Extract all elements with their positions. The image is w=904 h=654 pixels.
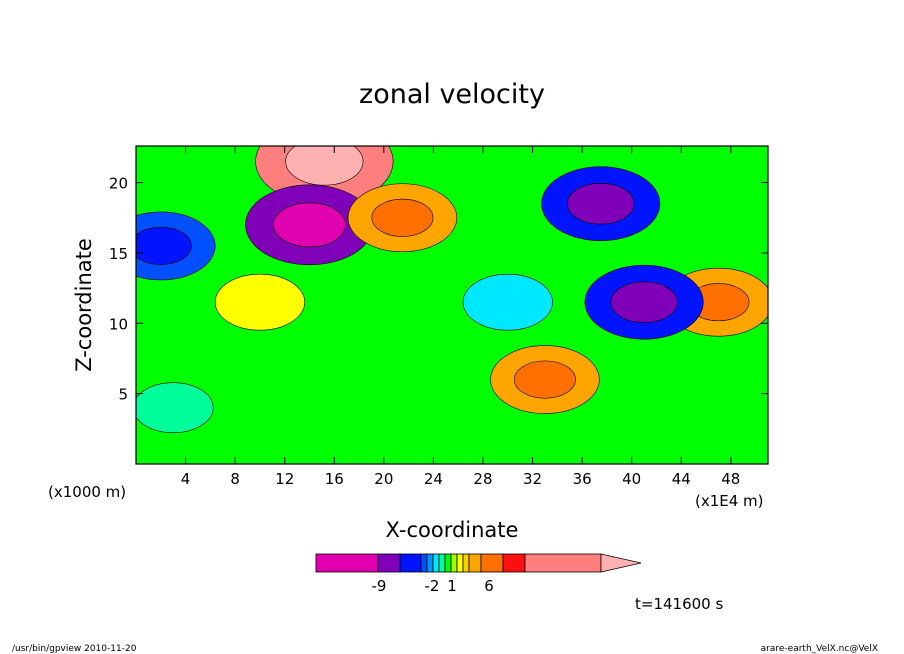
field-feature — [214, 273, 306, 331]
colorbar-label: -2 — [425, 577, 440, 595]
x-unit-label: (x1E4 m) — [695, 492, 764, 510]
x-axis-title: X-coordinate — [386, 518, 519, 542]
x-tick-label: 12 — [275, 470, 294, 488]
colorbar-swatch — [444, 553, 452, 573]
colorbar-swatch — [315, 553, 379, 573]
x-tick-label: 32 — [523, 470, 542, 488]
x-tick-label: 24 — [424, 470, 443, 488]
y-tick-label: 5 — [118, 386, 128, 404]
colorbar-swatch — [480, 553, 504, 573]
colorbar-swatch — [438, 553, 446, 573]
colorbar-label: 6 — [484, 577, 494, 595]
x-tick-label: 8 — [230, 470, 240, 488]
chart-title: zonal velocity — [359, 79, 545, 110]
colorbar-arrow — [600, 553, 642, 573]
time-label: t=141600 s — [635, 595, 723, 613]
field-core — [273, 202, 346, 248]
colorbar-swatch — [502, 553, 526, 573]
x-tick-label: 40 — [622, 470, 641, 488]
x-tick-label: 20 — [374, 470, 393, 488]
y-tick-label: 10 — [109, 315, 128, 333]
field-core — [514, 360, 576, 399]
colorbar-swatch — [468, 553, 482, 573]
y-axis: 5 10 15 20 — [109, 175, 768, 404]
field-core — [567, 183, 635, 225]
x-tick-label: 16 — [325, 470, 344, 488]
field-core — [285, 146, 364, 186]
colorbar-swatch — [377, 553, 401, 573]
field-core — [136, 226, 192, 265]
colorbar-swatch — [450, 553, 458, 573]
colorbar-swatch — [426, 553, 434, 573]
colorbar-label: -9 — [372, 577, 387, 595]
colorbar-swatch — [524, 553, 602, 573]
y-tick-label: 20 — [109, 175, 128, 193]
colorbar-swatch — [420, 553, 428, 573]
y-unit-label: (x1000 m) — [48, 483, 126, 501]
x-tick-label: 4 — [181, 470, 191, 488]
plot-frame — [135, 145, 769, 465]
colorbar-label: 1 — [447, 577, 457, 595]
field-core — [371, 198, 434, 237]
x-tick-label: 28 — [473, 470, 492, 488]
field-feature — [136, 382, 214, 434]
velocity-field — [136, 146, 768, 434]
x-tick-label: 48 — [721, 470, 740, 488]
x-tick-label: 44 — [672, 470, 691, 488]
plot-area — [135, 145, 769, 465]
x-axis: 4 8 12 16 20 24 28 32 36 40 44 48 — [181, 146, 740, 488]
x-tick-label: 36 — [573, 470, 592, 488]
y-axis-title: Z-coordinate — [72, 238, 96, 372]
colorbar-swatch — [432, 553, 440, 573]
colorbar-swatch — [399, 553, 422, 573]
footer-right: arare-earth_VelX.nc@VelX — [761, 644, 878, 654]
colorbar: -9 -2 1 6 — [315, 553, 642, 595]
colorbar-swatch — [456, 553, 464, 573]
colorbar-swatch — [462, 553, 470, 573]
y-tick-label: 15 — [109, 245, 128, 263]
footer-left: /usr/bin/gpview 2010-11-20 — [12, 644, 137, 654]
field-core — [610, 281, 678, 323]
field-feature — [462, 273, 553, 331]
